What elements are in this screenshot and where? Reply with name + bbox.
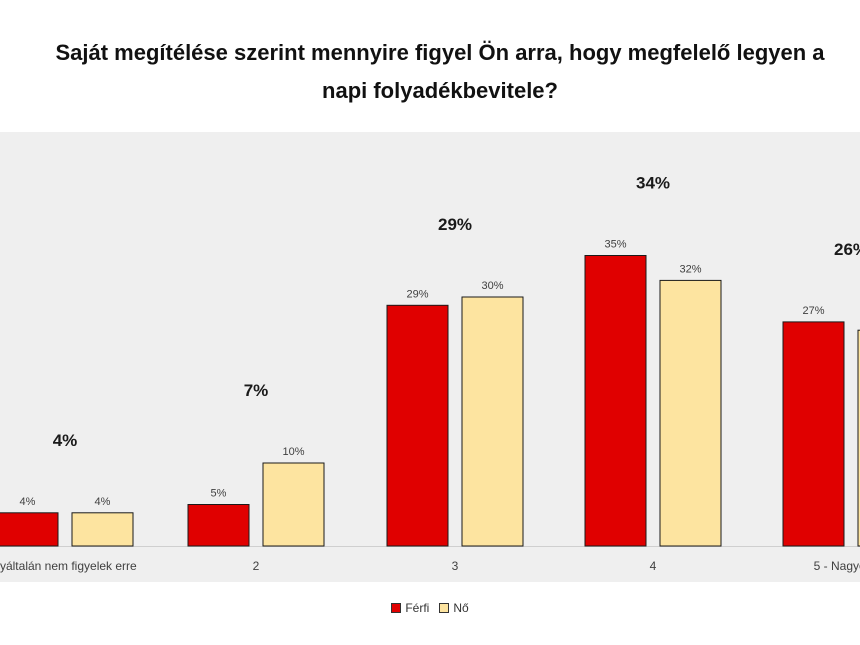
category-label-5: 5 - Nagyon fig bbox=[814, 559, 860, 573]
total-label-4: 34% bbox=[636, 174, 670, 193]
bar-ferfi-5 bbox=[782, 321, 845, 547]
data-label-ferfi-5: 27% bbox=[802, 305, 824, 317]
total-label-5: 26% bbox=[834, 240, 860, 259]
bar-no-1 bbox=[71, 512, 134, 547]
legend-swatch-no bbox=[439, 603, 450, 613]
bar-no-3 bbox=[461, 296, 524, 547]
chart-title-line-2: napi folyadékbevitele? bbox=[322, 78, 558, 103]
bar-no-2 bbox=[262, 462, 325, 547]
data-label-no-3: 30% bbox=[481, 280, 503, 292]
category-label-3: 3 bbox=[452, 559, 459, 573]
category-label-1: gyáltalán nem figyelek erre bbox=[0, 559, 137, 573]
bar-ferfi-1 bbox=[0, 512, 59, 547]
category-label-2: 2 bbox=[253, 559, 260, 573]
total-label-1: 4% bbox=[53, 431, 78, 450]
data-label-no-4: 32% bbox=[679, 263, 701, 275]
chart-title-line-1: Saját megítélése szerint mennyire figyel… bbox=[55, 40, 825, 65]
legend-item-ferfi: Férfi bbox=[391, 600, 429, 616]
bar-ferfi-3 bbox=[386, 304, 449, 547]
data-label-ferfi-2: 5% bbox=[211, 488, 227, 500]
data-label-ferfi-3: 29% bbox=[406, 288, 428, 300]
data-label-ferfi-4: 35% bbox=[604, 239, 626, 251]
data-label-ferfi-1: 4% bbox=[20, 496, 36, 508]
legend-item-no: Nő bbox=[439, 600, 469, 616]
data-label-no-1: 4% bbox=[95, 496, 111, 508]
bar-no-4 bbox=[659, 279, 722, 547]
category-label-4: 4 bbox=[650, 559, 657, 573]
bar-ferfi-4 bbox=[584, 255, 647, 547]
bar-no-5 bbox=[857, 329, 860, 547]
legend-swatch-ferfi bbox=[391, 603, 402, 613]
total-label-2: 7% bbox=[244, 381, 269, 400]
legend-label-ferfi: Férfi bbox=[405, 601, 430, 615]
legend-label-no: Nő bbox=[453, 601, 469, 615]
chart-title: Saját megítélése szerint mennyire figyel… bbox=[0, 34, 860, 110]
data-label-no-2: 10% bbox=[282, 446, 304, 458]
legend: Férfi Nő bbox=[0, 600, 860, 616]
bar-ferfi-2 bbox=[187, 504, 250, 547]
total-label-3: 29% bbox=[438, 215, 472, 234]
